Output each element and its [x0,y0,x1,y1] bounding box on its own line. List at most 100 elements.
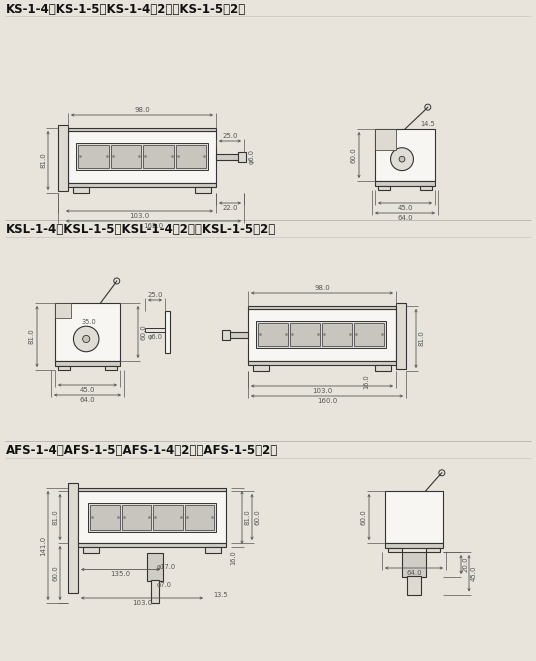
Text: 13.5: 13.5 [214,592,228,598]
Bar [248,306,396,309]
Bar [90,505,120,529]
Bar [143,145,174,168]
Bar [388,548,402,552]
Text: 25.0: 25.0 [222,133,238,139]
Circle shape [83,335,90,342]
Bar [68,131,216,183]
Bar [76,143,208,170]
Text: KSL-1-4／KSL-1-5／KSL-1-4（2）／KSL-1-5（2）: KSL-1-4／KSL-1-5／KSL-1-4（2）／KSL-1-5（2） [6,223,276,236]
Text: φ7.0: φ7.0 [157,582,172,588]
Text: 25.0: 25.0 [147,292,163,298]
Text: 81.0: 81.0 [40,153,46,169]
Text: 22.0: 22.0 [222,205,238,211]
Text: 60.0: 60.0 [351,147,357,163]
Text: 16.0: 16.0 [230,551,236,565]
Text: 60.0: 60.0 [254,509,260,525]
Bar [226,332,248,338]
Bar [175,145,206,168]
Text: KS-1-4／KS-1-5／KS-1-4（2）／KS-1-5（2）: KS-1-4／KS-1-5／KS-1-4（2）／KS-1-5（2） [6,3,246,16]
Text: 81.0: 81.0 [418,330,424,346]
Bar [375,129,396,150]
Bar [147,553,163,580]
Bar [165,311,170,353]
Text: 162.0: 162.0 [144,223,163,229]
Bar [58,125,68,191]
Bar [426,548,440,552]
Text: 81.0: 81.0 [244,510,250,525]
Bar [248,361,396,365]
Bar [88,503,216,531]
Bar [258,323,288,346]
Bar [78,488,226,491]
Text: 141.0: 141.0 [40,535,46,555]
Text: 64.0: 64.0 [397,215,413,221]
Bar [420,186,432,190]
Bar [290,323,320,346]
Bar [55,303,120,361]
Text: AFS-1-4／AFS-1-5／AFS-1-4（2）／AFS-1-5（2）: AFS-1-4／AFS-1-5／AFS-1-4（2）／AFS-1-5（2） [6,444,278,457]
Bar [375,129,435,181]
Text: 60.0: 60.0 [52,565,58,581]
Bar [238,152,246,162]
Text: φ6.0: φ6.0 [147,334,162,340]
Circle shape [73,326,99,352]
Bar [375,181,435,186]
Text: 98.0: 98.0 [314,285,330,291]
Bar [68,483,78,593]
Bar [105,366,117,370]
Text: 60.0: 60.0 [361,509,367,525]
Text: 35.0: 35.0 [81,319,96,325]
Text: 103.0: 103.0 [132,600,152,606]
Bar [58,366,70,370]
Text: 60.0: 60.0 [140,324,146,340]
Bar [153,505,182,529]
Text: 45.0: 45.0 [471,566,477,581]
Bar [122,505,151,529]
Bar [68,183,216,187]
Bar [396,303,406,369]
Bar [378,186,390,190]
Text: 103.0: 103.0 [312,388,332,394]
Bar [385,543,443,548]
Text: 98.0: 98.0 [134,107,150,113]
Text: 135.0: 135.0 [110,572,131,578]
Text: 64.0: 64.0 [80,397,95,403]
Text: 160.0: 160.0 [317,398,337,404]
Polygon shape [55,303,71,317]
Circle shape [391,147,413,171]
Bar [375,365,391,371]
Text: 45.0: 45.0 [397,205,413,211]
Circle shape [399,156,405,162]
Bar [322,323,352,346]
Text: 103.0: 103.0 [129,213,150,219]
Bar [216,154,244,160]
Bar [222,330,230,340]
Text: 45.0: 45.0 [80,387,95,393]
Bar [256,321,386,348]
Bar [73,187,89,193]
Bar [385,491,443,543]
Bar [68,128,216,131]
Bar [205,547,221,553]
Bar [83,547,99,553]
Bar [248,309,396,361]
Bar [78,145,108,168]
Text: 64.0: 64.0 [406,570,422,576]
Bar [253,365,269,371]
Text: 20.0: 20.0 [463,557,469,572]
Bar [407,576,421,594]
Bar [195,187,211,193]
Text: φ6.0: φ6.0 [249,149,255,165]
Bar [151,580,159,603]
Bar [78,491,226,543]
Text: 81.0: 81.0 [52,509,58,525]
Bar [110,145,141,168]
Bar [184,505,214,529]
Bar [78,543,226,547]
Bar [354,323,384,346]
Text: φ17.0: φ17.0 [157,563,176,570]
Bar [403,552,426,577]
Bar [55,361,120,366]
Text: 14.5: 14.5 [420,121,435,127]
Text: 81.0: 81.0 [29,329,35,344]
